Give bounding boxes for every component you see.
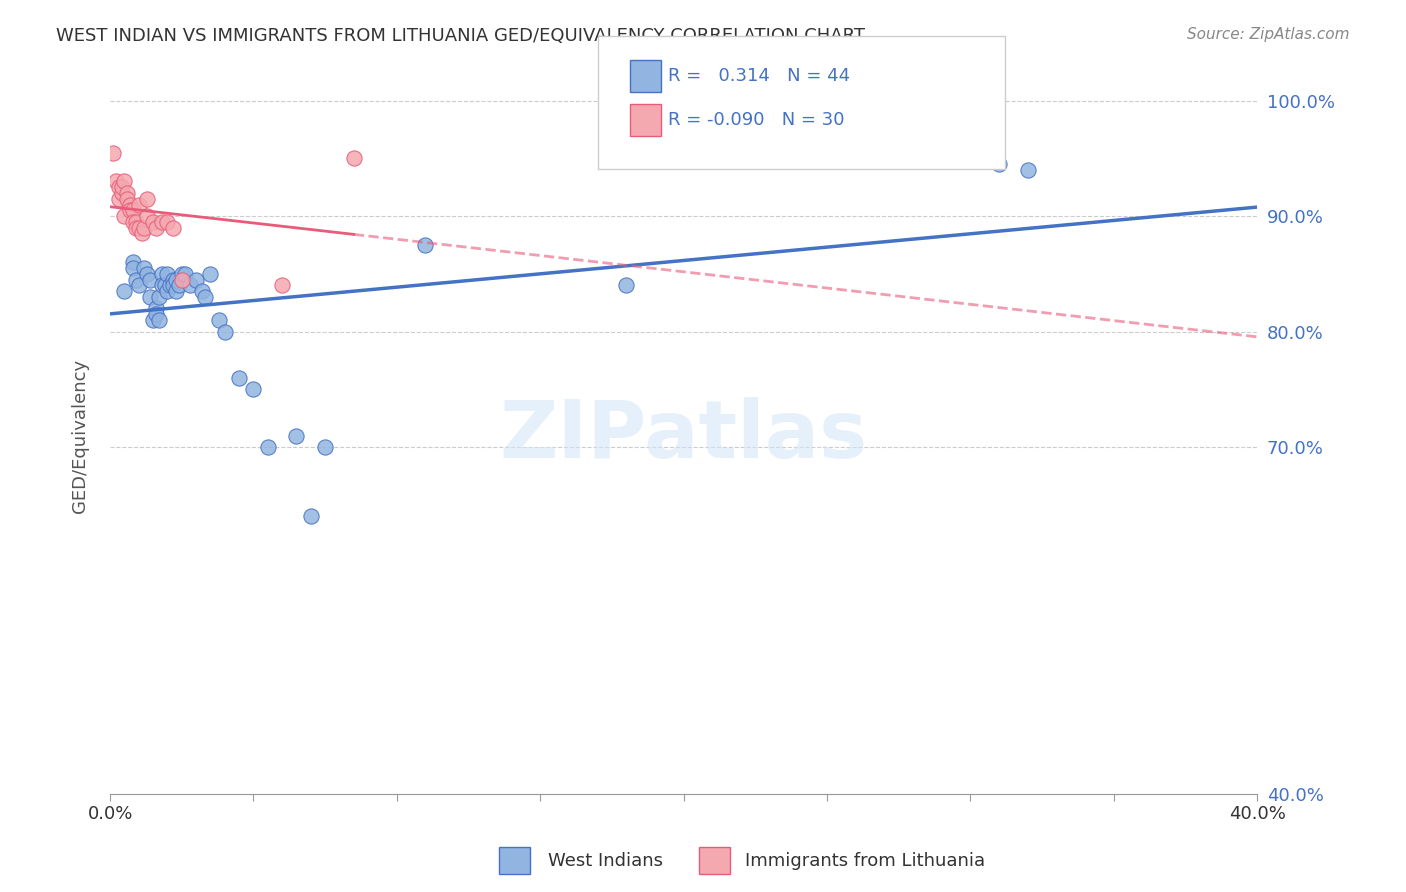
Point xyxy=(136,267,159,281)
Point xyxy=(145,220,167,235)
Point xyxy=(162,278,184,293)
Point xyxy=(112,174,135,188)
Point xyxy=(165,272,187,286)
Point xyxy=(117,192,139,206)
Text: R =   0.314   N = 44: R = 0.314 N = 44 xyxy=(668,67,851,85)
Point xyxy=(107,180,129,194)
Point xyxy=(214,325,236,339)
Point xyxy=(112,209,135,223)
Point xyxy=(110,186,132,200)
Point xyxy=(122,255,145,269)
Point xyxy=(162,220,184,235)
Point xyxy=(145,301,167,316)
Point xyxy=(112,284,135,298)
Point xyxy=(145,307,167,321)
Point xyxy=(139,272,162,286)
Point xyxy=(148,313,170,327)
Point xyxy=(120,203,142,218)
Point xyxy=(142,313,165,327)
Point xyxy=(131,227,153,241)
Point xyxy=(343,151,366,165)
Point xyxy=(122,261,145,276)
Text: West Indians: West Indians xyxy=(548,852,664,870)
Text: Source: ZipAtlas.com: Source: ZipAtlas.com xyxy=(1187,27,1350,42)
Point xyxy=(125,272,148,286)
Point xyxy=(139,290,162,304)
Point xyxy=(271,278,294,293)
Point xyxy=(415,238,437,252)
Point xyxy=(125,220,148,235)
Point xyxy=(125,215,148,229)
Point xyxy=(128,197,150,211)
Point xyxy=(242,382,264,396)
Point xyxy=(165,284,187,298)
Point xyxy=(194,290,217,304)
Point xyxy=(153,278,176,293)
Text: ZIPatlas: ZIPatlas xyxy=(499,397,868,475)
Point xyxy=(134,220,156,235)
Point xyxy=(614,278,637,293)
Point xyxy=(150,215,173,229)
Point xyxy=(122,203,145,218)
Point xyxy=(200,267,222,281)
Point xyxy=(120,197,142,211)
Point xyxy=(170,272,193,286)
Point xyxy=(148,290,170,304)
Point xyxy=(208,313,231,327)
Point xyxy=(142,215,165,229)
Point xyxy=(170,267,193,281)
Point xyxy=(162,272,184,286)
Point xyxy=(122,215,145,229)
Point xyxy=(179,278,201,293)
Point xyxy=(988,157,1011,171)
Point xyxy=(104,174,127,188)
Text: R = -0.090   N = 30: R = -0.090 N = 30 xyxy=(668,112,845,129)
Point xyxy=(117,186,139,200)
Point xyxy=(173,267,195,281)
Point xyxy=(128,220,150,235)
Text: WEST INDIAN VS IMMIGRANTS FROM LITHUANIA GED/EQUIVALENCY CORRELATION CHART: WEST INDIAN VS IMMIGRANTS FROM LITHUANIA… xyxy=(56,27,865,45)
Point xyxy=(256,440,278,454)
Point xyxy=(156,215,179,229)
Point xyxy=(128,278,150,293)
Point xyxy=(101,145,124,160)
Y-axis label: GED/Equivalency: GED/Equivalency xyxy=(72,359,89,513)
Point xyxy=(136,209,159,223)
Point xyxy=(1017,162,1039,177)
Point xyxy=(159,278,181,293)
Point xyxy=(167,278,190,293)
Point xyxy=(134,261,156,276)
Point xyxy=(285,428,308,442)
Point xyxy=(136,192,159,206)
Point xyxy=(228,371,250,385)
Text: Immigrants from Lithuania: Immigrants from Lithuania xyxy=(745,852,986,870)
Point xyxy=(110,180,132,194)
Point xyxy=(156,267,179,281)
Point xyxy=(150,278,173,293)
Point xyxy=(156,284,179,298)
Point xyxy=(314,440,336,454)
Point xyxy=(150,267,173,281)
Point xyxy=(191,284,214,298)
Point xyxy=(184,272,207,286)
Point xyxy=(107,192,129,206)
Point xyxy=(299,509,322,524)
